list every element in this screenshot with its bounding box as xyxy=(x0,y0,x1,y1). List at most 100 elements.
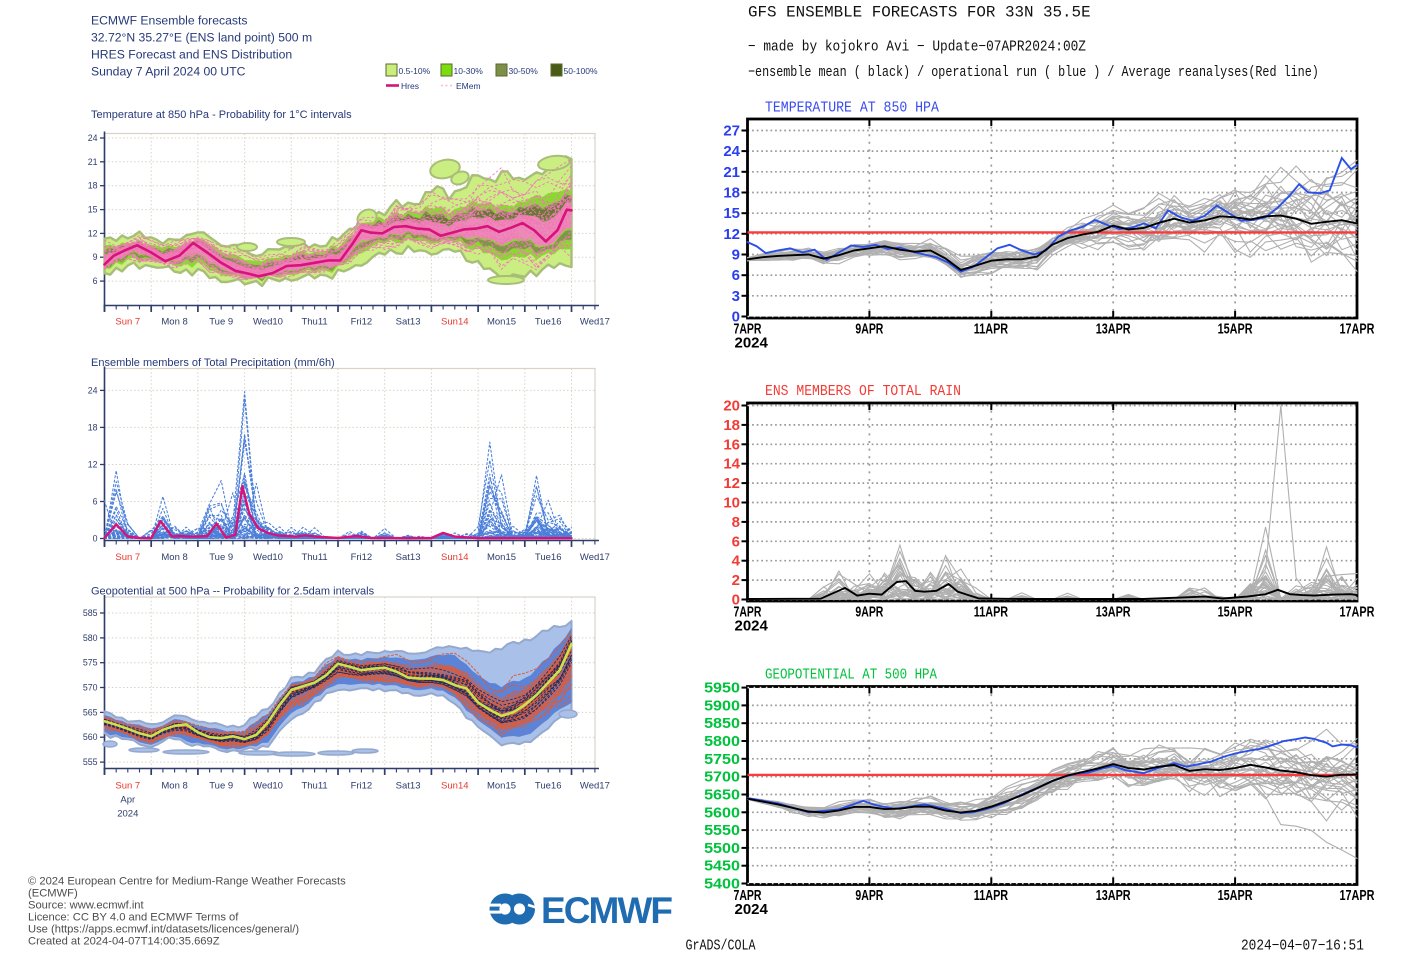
svg-text:Sun14: Sun14 xyxy=(441,317,468,328)
svg-text:27: 27 xyxy=(723,123,740,140)
svg-text:Wed17: Wed17 xyxy=(580,317,610,328)
svg-text:6: 6 xyxy=(732,267,740,284)
svg-text:5500: 5500 xyxy=(704,840,740,856)
svg-text:Tue16: Tue16 xyxy=(535,552,562,563)
svg-text:Mon15: Mon15 xyxy=(487,552,516,563)
svg-text:5400: 5400 xyxy=(704,876,740,892)
svg-text:5550: 5550 xyxy=(704,823,740,839)
svg-text:Mon15: Mon15 xyxy=(487,781,516,792)
svg-text:Temperature at 850 hPa - Proba: Temperature at 850 hPa - Probability for… xyxy=(91,109,352,121)
svg-text:Ensemble members of Total Prec: Ensemble members of Total Precipitation … xyxy=(91,357,335,369)
svg-text:Sun14: Sun14 xyxy=(441,781,468,792)
svg-text:15APR: 15APR xyxy=(1218,886,1253,903)
svg-text:2024: 2024 xyxy=(735,901,769,918)
svg-text:6: 6 xyxy=(93,497,98,507)
svg-text:9APR: 9APR xyxy=(855,603,884,620)
svg-text:16: 16 xyxy=(723,436,740,453)
svg-text:Mon 8: Mon 8 xyxy=(161,552,187,563)
svg-text:17APR: 17APR xyxy=(1340,886,1375,903)
svg-text:5850: 5850 xyxy=(704,716,740,732)
svg-text:HRES Forecast and ENS Distribu: HRES Forecast and ENS Distribution xyxy=(91,48,292,62)
svg-text:5800: 5800 xyxy=(704,733,740,749)
svg-text:580: 580 xyxy=(83,633,98,643)
svg-text:Wed10: Wed10 xyxy=(253,781,283,792)
svg-text:12: 12 xyxy=(723,226,740,243)
svg-text:18: 18 xyxy=(88,181,98,191)
svg-text:Tue 9: Tue 9 xyxy=(209,781,233,792)
svg-text:21: 21 xyxy=(723,164,740,181)
svg-text:5700: 5700 xyxy=(704,769,740,785)
svg-text:13APR: 13APR xyxy=(1096,886,1131,903)
svg-text:24: 24 xyxy=(88,133,98,143)
svg-text:ECMWF: ECMWF xyxy=(541,890,673,931)
svg-text:Mon 8: Mon 8 xyxy=(161,781,187,792)
svg-text:− made by kojokro Avi − Update: − made by kojokro Avi − Update−07APR2024… xyxy=(748,39,1086,56)
svg-text:32.72°N 35.27°E (ENS land poin: 32.72°N 35.27°E (ENS land point) 500 m xyxy=(91,31,312,45)
svg-text:575: 575 xyxy=(83,658,98,668)
svg-text:GFS ENSEMBLE FORECASTS FOR 33N: GFS ENSEMBLE FORECASTS FOR 33N 35.5E xyxy=(748,3,1091,21)
svg-text:3: 3 xyxy=(732,288,740,305)
svg-text:585: 585 xyxy=(83,608,98,618)
svg-text:Mon15: Mon15 xyxy=(487,317,516,328)
svg-text:9APR: 9APR xyxy=(855,886,884,903)
svg-text:30-50%: 30-50% xyxy=(509,66,539,76)
svg-text:(ECMWF): (ECMWF) xyxy=(28,888,78,900)
svg-text:Thu11: Thu11 xyxy=(301,781,327,792)
svg-text:Tue 9: Tue 9 xyxy=(209,552,233,563)
svg-text:Hres: Hres xyxy=(401,81,419,91)
svg-text:570: 570 xyxy=(83,683,98,693)
svg-text:12: 12 xyxy=(88,460,98,470)
svg-text:Wed10: Wed10 xyxy=(253,552,283,563)
svg-text:Sat13: Sat13 xyxy=(396,552,421,563)
svg-text:Geopotential at 500 hPa -- Pro: Geopotential at 500 hPa -- Probability f… xyxy=(91,586,375,598)
svg-text:6: 6 xyxy=(93,276,98,286)
svg-text:Wed10: Wed10 xyxy=(253,317,283,328)
svg-text:5900: 5900 xyxy=(704,698,740,714)
svg-text:0: 0 xyxy=(732,592,740,609)
svg-text:GEOPOTENTIAL AT 500 HPA: GEOPOTENTIAL AT 500 HPA xyxy=(765,668,938,684)
svg-text:5450: 5450 xyxy=(704,858,740,874)
svg-text:11APR: 11APR xyxy=(974,320,1009,337)
svg-text:5650: 5650 xyxy=(704,787,740,803)
svg-text:GrADS/COLA: GrADS/COLA xyxy=(686,938,757,955)
svg-text:11APR: 11APR xyxy=(974,603,1009,620)
svg-text:12: 12 xyxy=(723,475,740,492)
svg-text:−ensemble mean ( black) / oper: −ensemble mean ( black) / operational ru… xyxy=(748,65,1319,82)
svg-text:Thu11: Thu11 xyxy=(301,317,327,328)
svg-text:6: 6 xyxy=(732,533,740,550)
svg-text:17APR: 17APR xyxy=(1340,603,1375,620)
svg-text:555: 555 xyxy=(83,757,98,767)
svg-text:Wed17: Wed17 xyxy=(580,552,610,563)
svg-text:12: 12 xyxy=(88,228,98,238)
svg-text:17APR: 17APR xyxy=(1340,320,1375,337)
svg-text:50-100%: 50-100% xyxy=(564,66,598,76)
svg-text:Sun14: Sun14 xyxy=(441,552,468,563)
svg-text:10: 10 xyxy=(723,495,740,512)
svg-text:2024: 2024 xyxy=(735,335,769,352)
svg-text:Created at 2024-04-07T14:00:35: Created at 2024-04-07T14:00:35.669Z xyxy=(28,936,220,948)
svg-text:9: 9 xyxy=(93,252,98,262)
svg-text:ENS MEMBERS OF TOTAL RAIN: ENS MEMBERS OF TOTAL RAIN xyxy=(765,384,961,400)
svg-text:2024: 2024 xyxy=(735,618,769,635)
svg-text:5750: 5750 xyxy=(704,751,740,767)
svg-text:Sun 7: Sun 7 xyxy=(115,781,140,792)
svg-text:18: 18 xyxy=(88,422,98,432)
svg-text:20: 20 xyxy=(723,398,740,415)
svg-text:7APR: 7APR xyxy=(734,886,763,903)
svg-text:Sun 7: Sun 7 xyxy=(115,552,140,563)
svg-text:8: 8 xyxy=(732,514,740,531)
svg-text:10-30%: 10-30% xyxy=(454,66,484,76)
svg-text:24: 24 xyxy=(88,385,98,395)
svg-text:15APR: 15APR xyxy=(1218,603,1253,620)
svg-text:Apr: Apr xyxy=(120,795,135,806)
svg-text:0: 0 xyxy=(732,309,740,326)
svg-text:18: 18 xyxy=(723,185,740,202)
svg-text:Fri12: Fri12 xyxy=(351,552,373,563)
svg-text:Sat13: Sat13 xyxy=(396,317,421,328)
svg-text:Wed17: Wed17 xyxy=(580,781,610,792)
svg-text:560: 560 xyxy=(83,732,98,742)
svg-text:13APR: 13APR xyxy=(1096,603,1131,620)
svg-text:13APR: 13APR xyxy=(1096,320,1131,337)
svg-text:Sat13: Sat13 xyxy=(396,781,421,792)
svg-text:Licence: CC BY 4.0 and ECMWF T: Licence: CC BY 4.0 and ECMWF Terms of xyxy=(28,912,239,924)
